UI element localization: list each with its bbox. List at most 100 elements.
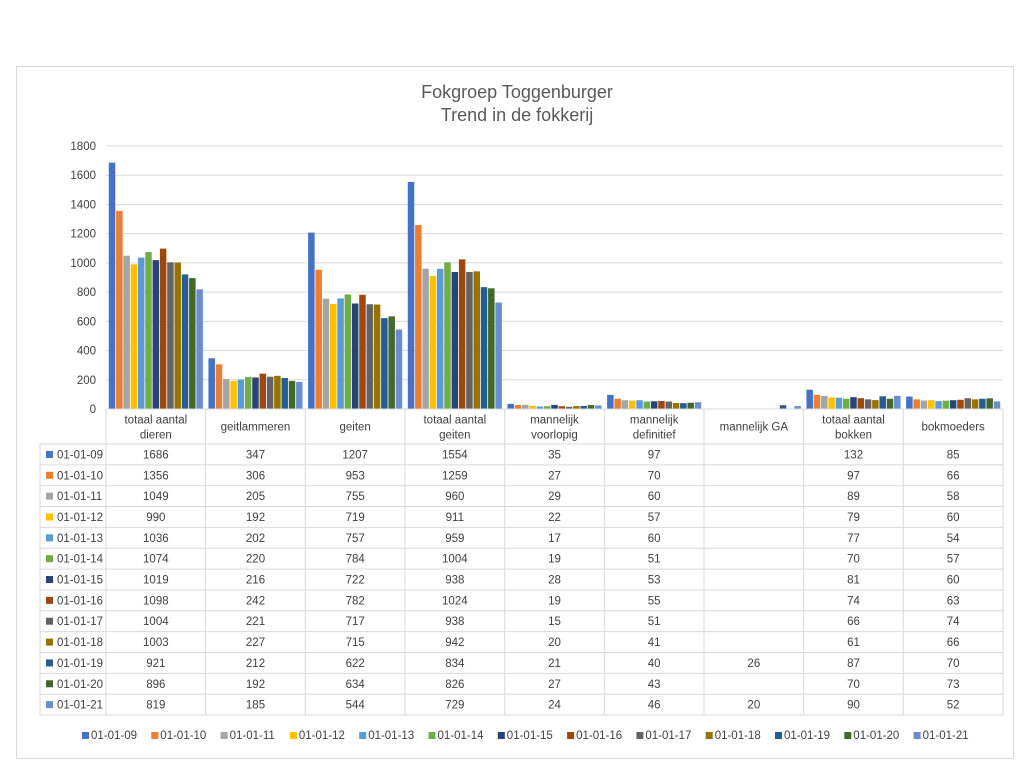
bar — [208, 358, 215, 409]
bar — [174, 262, 181, 409]
table-cell-value: 729 — [445, 700, 464, 712]
bar — [650, 401, 658, 409]
table-cell-value: 306 — [246, 470, 265, 482]
bar — [373, 304, 381, 409]
row-series-name: 01-01-14 — [57, 554, 104, 566]
table-cell-value: 20 — [747, 700, 760, 712]
row-series-name: 01-01-11 — [57, 491, 102, 503]
table-cell-value: 89 — [847, 491, 860, 503]
legend-key — [705, 732, 713, 739]
category-label: geitlammeren — [221, 422, 291, 434]
bar — [993, 401, 1001, 409]
table-cell-value: 1019 — [143, 575, 169, 587]
chart-title-line: Fokgroep Toggenburger — [421, 82, 613, 102]
table-cell-value: 1003 — [143, 637, 169, 649]
legend-key — [913, 732, 921, 739]
bar — [629, 400, 636, 409]
y-axis-ticks: 0 200 400 600 800 1000 1200 1400 1600 1800 — [70, 141, 96, 416]
legend: 01-01-09 01-01-10 01-01-11 01-01-12 01-01-13… — [82, 730, 969, 742]
row-legend-key — [46, 555, 53, 563]
chart-title-line: Trend in de fokkerij — [441, 105, 593, 125]
table-cell-value: 1259 — [442, 470, 468, 482]
legend-label: 01-01-21 — [923, 730, 969, 742]
legend-key — [567, 732, 575, 739]
row-legend-key — [46, 576, 53, 584]
bar — [935, 401, 942, 409]
table-cell-value: 70 — [847, 554, 860, 566]
bar — [536, 406, 544, 409]
table-cell-value: 202 — [246, 533, 265, 545]
bar — [680, 403, 687, 409]
row-series-name: 01-01-15 — [57, 575, 103, 587]
table-cell-value: 51 — [648, 616, 661, 628]
bar — [864, 399, 872, 409]
category-label: dieren — [140, 430, 172, 442]
table-cell-value: 57 — [947, 554, 960, 566]
table-cell-value: 28 — [548, 575, 561, 587]
bar — [543, 406, 551, 409]
table-cell-value: 41 — [648, 637, 661, 649]
table-cell-value: 953 — [346, 470, 365, 482]
bar — [281, 378, 288, 409]
table-cell-value: 40 — [648, 658, 661, 670]
table-cell-value: 1098 — [143, 595, 169, 607]
bar — [388, 316, 395, 409]
bar — [886, 398, 894, 409]
row-legend-key — [46, 701, 53, 709]
legend-key — [636, 732, 644, 739]
table-cell-value: 942 — [445, 637, 464, 649]
table-cell-value: 20 — [548, 637, 561, 649]
table-cell-value: 782 — [346, 595, 365, 607]
table-cell-value: 216 — [246, 575, 265, 587]
bar — [366, 304, 374, 409]
table-cell-value: 132 — [844, 449, 863, 461]
bar — [444, 262, 451, 409]
row-legend-key — [46, 596, 53, 604]
table-cell-value: 70 — [947, 658, 960, 670]
bar — [672, 403, 680, 409]
bar — [123, 255, 130, 409]
bars — [108, 162, 1001, 409]
category-label: totaal aantal — [822, 415, 885, 427]
row-series-name: 01-01-20 — [57, 679, 103, 691]
table-cell-value: 715 — [346, 637, 365, 649]
bar — [266, 376, 274, 409]
category-label: mannelijk — [530, 415, 579, 427]
bar — [488, 288, 495, 409]
table-cell-value: 719 — [346, 512, 365, 524]
chart-frame: Fokgroep Toggenburger Trend in de fokkeri… — [16, 66, 1014, 759]
row-legend-key — [46, 471, 53, 479]
bar — [274, 375, 281, 409]
bar — [957, 399, 964, 409]
row-series-name: 01-01-19 — [57, 658, 103, 670]
category-label: mannelijk GA — [720, 422, 789, 434]
bar — [964, 398, 972, 409]
category-label: totaal aantal — [124, 415, 187, 427]
bar — [167, 262, 174, 409]
bar — [872, 400, 879, 409]
legend-key — [428, 732, 436, 739]
table-cell-value: 19 — [548, 595, 561, 607]
bar — [252, 377, 259, 409]
table-cell-value: 1356 — [143, 470, 169, 482]
bar — [658, 400, 665, 409]
table-cell-value: 77 — [847, 533, 860, 545]
category-label: bokmoeders — [922, 422, 986, 434]
table-cell-value: 66 — [847, 616, 860, 628]
row-legend-key — [46, 513, 53, 521]
bar — [359, 294, 366, 409]
table-cell-value: 834 — [445, 658, 465, 670]
category-label: geiten — [439, 430, 470, 442]
table-cell-value: 938 — [445, 616, 464, 628]
bar — [381, 318, 388, 409]
y-tick-label: 1800 — [70, 141, 96, 153]
table-cell-value: 85 — [947, 449, 960, 461]
table-cell-value: 46 — [648, 700, 661, 712]
bar — [643, 401, 651, 409]
table-cell-value: 66 — [947, 637, 960, 649]
legend-key — [775, 732, 782, 739]
row-legend-key — [46, 450, 53, 458]
table-cell-value: 911 — [446, 512, 464, 524]
table-cell-value: 1024 — [442, 595, 468, 607]
legend-key — [220, 732, 228, 739]
